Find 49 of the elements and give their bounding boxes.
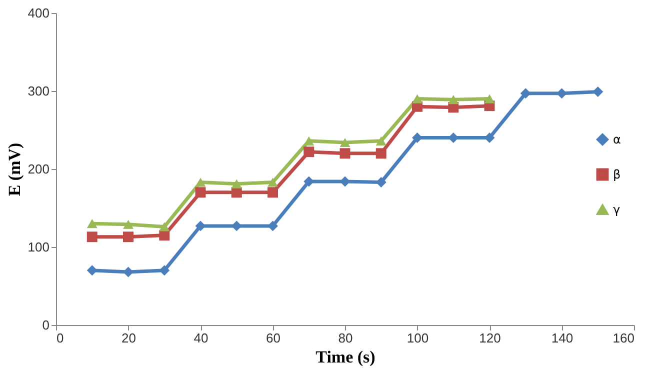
x-tick-label: 60 <box>266 330 280 346</box>
point <box>123 266 134 278</box>
y-tick-label: 400 <box>28 6 50 20</box>
point <box>520 88 531 99</box>
legend-label: α <box>613 132 621 146</box>
y-axis-title: E (mV) <box>4 142 24 196</box>
point <box>123 232 134 242</box>
point <box>376 136 386 146</box>
point <box>340 176 350 187</box>
point <box>340 148 350 159</box>
point <box>231 179 242 188</box>
point <box>195 187 206 198</box>
x-axis-title: Time (s) <box>316 348 376 366</box>
point <box>123 220 134 229</box>
x-tick-label: 120 <box>479 330 501 346</box>
point <box>556 88 567 99</box>
x-tick-label: 0 <box>56 330 64 346</box>
x-tick-label: 20 <box>122 330 136 346</box>
point <box>484 94 495 104</box>
point <box>268 187 278 198</box>
legend-label: β <box>613 168 621 182</box>
point <box>268 220 278 232</box>
x-tick-label: 100 <box>406 330 429 346</box>
point <box>195 220 206 232</box>
point <box>304 136 314 146</box>
point <box>340 138 350 148</box>
x-tick-label: 40 <box>194 330 208 346</box>
y-tick-label: 300 <box>28 84 50 98</box>
point <box>268 178 278 187</box>
y-tick-label: 100 <box>28 240 50 254</box>
point <box>86 232 98 242</box>
point <box>159 265 170 276</box>
x-tick-label: 140 <box>551 330 574 346</box>
point <box>86 265 98 276</box>
y-tick-label: 200 <box>28 162 50 176</box>
point <box>195 178 206 187</box>
point <box>86 219 98 228</box>
y-tick-label: 0 <box>42 318 50 332</box>
point <box>376 177 386 188</box>
point <box>376 148 386 159</box>
x-tick-label: 80 <box>338 330 353 346</box>
point <box>592 86 604 98</box>
x-tick-label: 160 <box>612 330 634 346</box>
legend-label: γ <box>613 202 620 216</box>
point <box>304 146 314 158</box>
point <box>159 222 170 232</box>
point <box>448 95 459 104</box>
point <box>412 94 422 104</box>
point <box>412 132 422 144</box>
